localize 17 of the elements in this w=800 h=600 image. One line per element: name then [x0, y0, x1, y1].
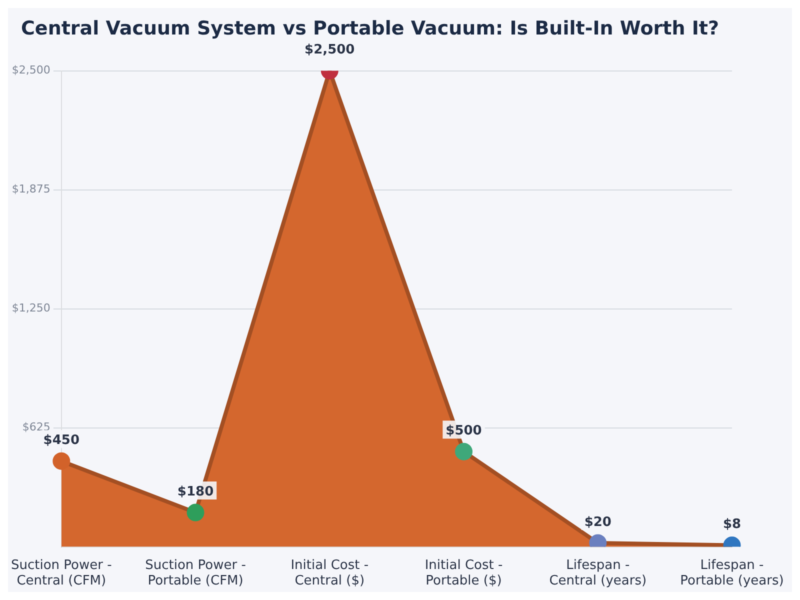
x-tick-label: Lifespan - Central (years): [549, 558, 647, 589]
y-tick-label: $1,875: [12, 182, 50, 196]
x-tick-label: Initial Cost - Central ($): [290, 558, 369, 589]
data-label: $180: [177, 484, 214, 500]
chart-title: Central Vacuum System vs Portable Vacuum: Is Built-In Worth It?: [20, 17, 720, 40]
x-tick-label: Initial Cost - Portable ($): [424, 558, 503, 589]
y-tick-label: $1,250: [12, 302, 50, 315]
data-label: $20: [584, 514, 612, 530]
data-label: $2,500: [304, 42, 355, 58]
data-label: $450: [43, 432, 80, 448]
y-tick-label: $625: [22, 420, 50, 434]
x-tick-label: Lifespan - Portable (years): [680, 558, 784, 589]
x-tick-label: Suction Power - Central (CFM): [10, 558, 112, 589]
data-label: $8: [722, 517, 742, 532]
x-tick-label: Suction Power - Portable (CFM): [145, 558, 246, 589]
y-tick-label: $2,500: [12, 64, 50, 77]
data-label: $500: [446, 423, 482, 438]
